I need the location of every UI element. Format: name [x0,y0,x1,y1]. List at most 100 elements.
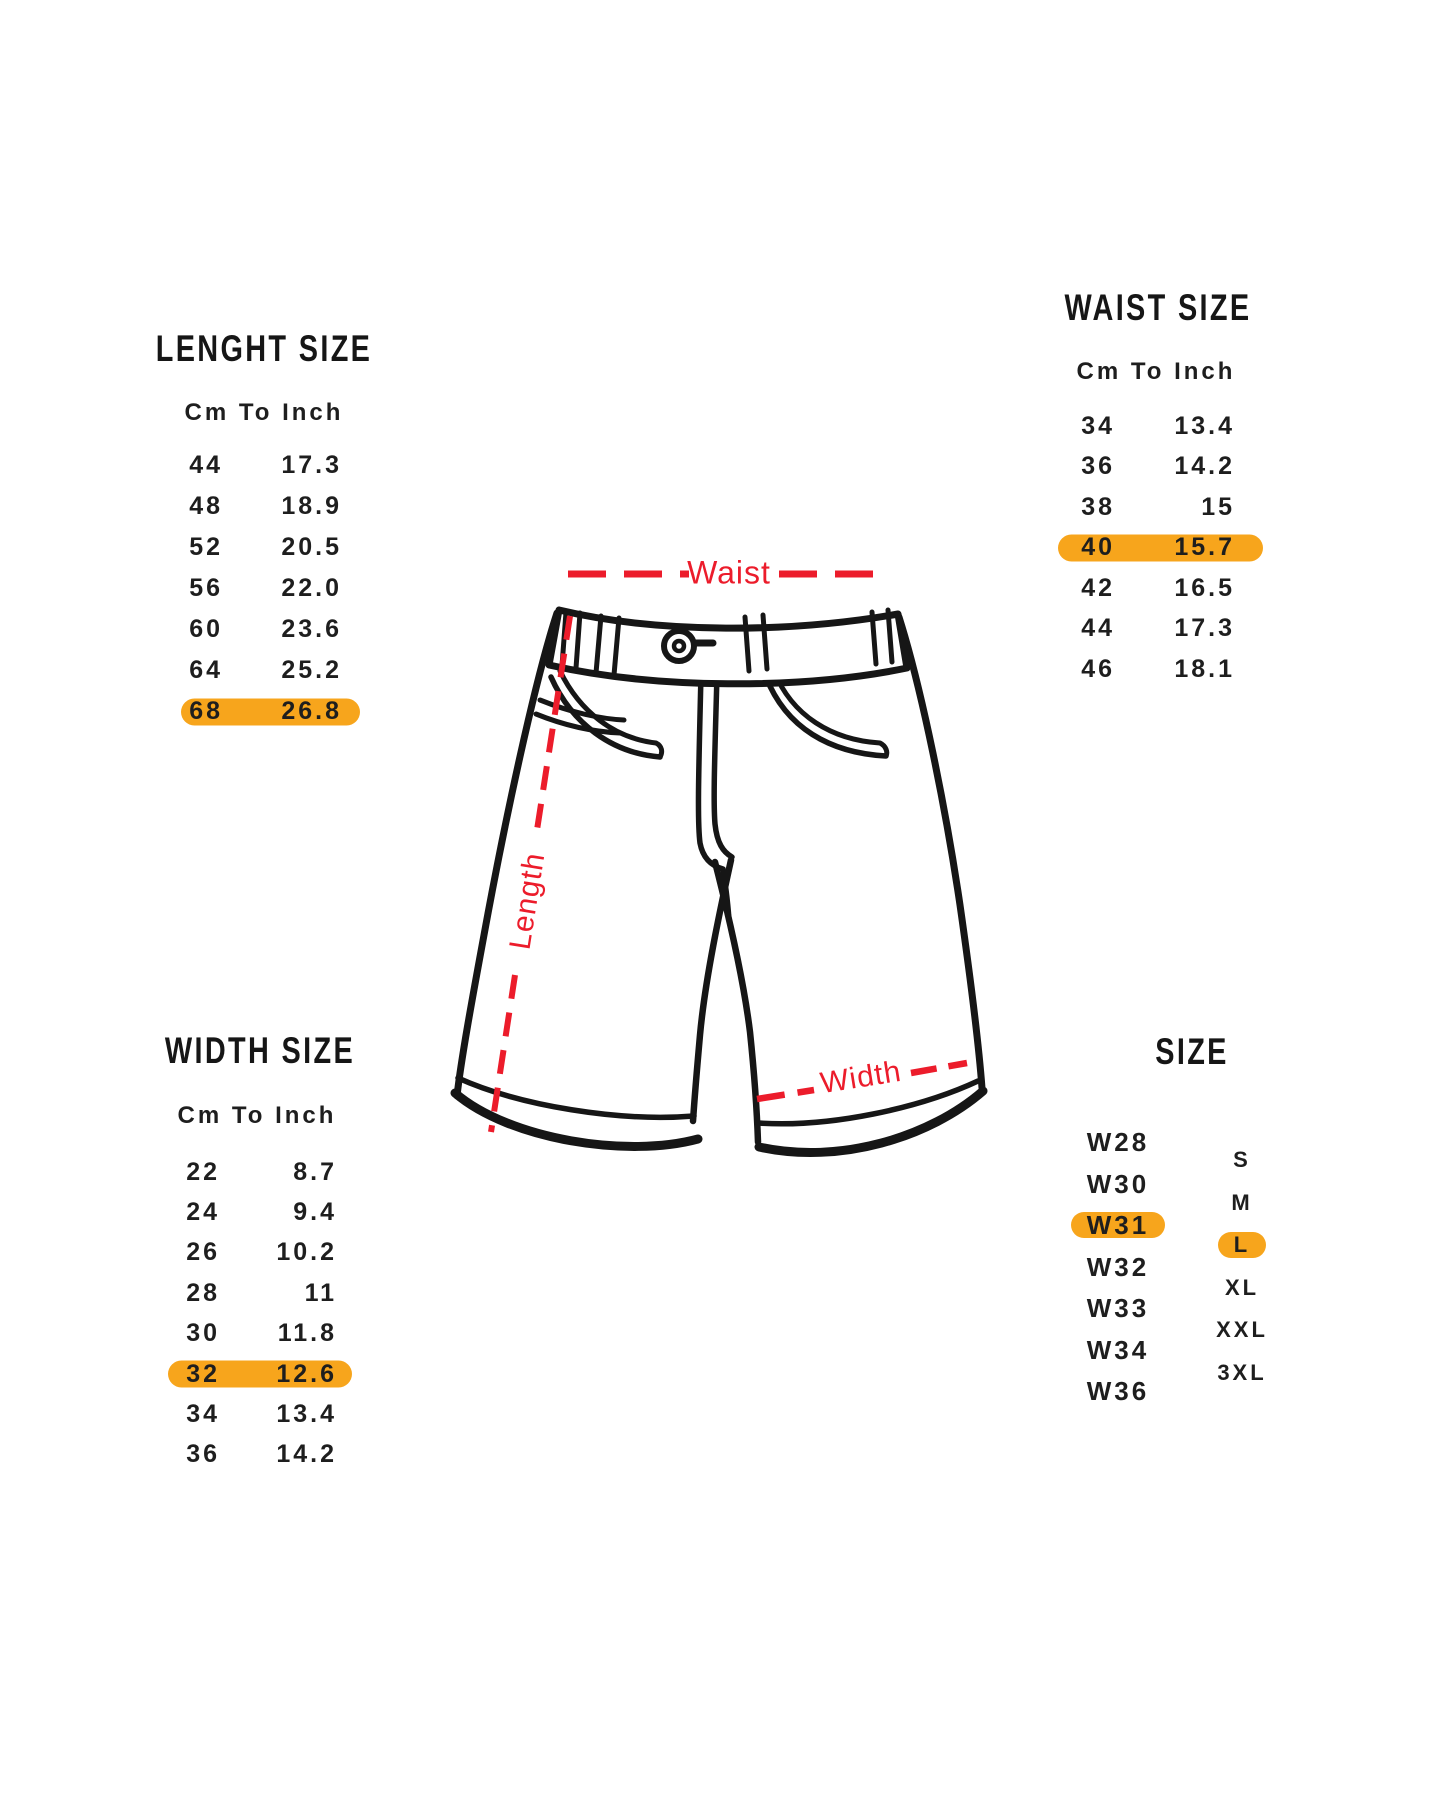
cm-value: 26 [186,1238,220,1267]
cm-value: 34 [186,1400,220,1429]
fly-seam [695,671,735,923]
letter-size-item: S [1233,1147,1251,1172]
table-row: 44 17.3 [148,445,342,486]
table-row: 30 11.8 [145,1314,337,1354]
inch-value: 26.8 [281,697,342,725]
w-size-item: W30 [1086,1168,1150,1199]
inch-value: 15.7 [1174,533,1235,562]
table-row: 42 16.5 [1040,568,1235,609]
w-size-item: W31 [1056,1205,1180,1247]
inch-value: 14.2 [276,1440,337,1469]
table-row: 34 13.4 [1040,406,1235,447]
table-row: 28 11 [145,1273,337,1313]
inch-value: 17.3 [281,451,342,479]
cm-value: 68 [189,697,223,725]
inch-value: 10.2 [276,1238,337,1267]
w-size-item: W32 [1086,1251,1150,1282]
width-rows: 22 8.7 24 9.4 26 10.2 28 11 30 11.8 32 12.6 34… [145,1152,352,1475]
table-row: 56 22.0 [148,568,342,609]
w-size-item: W28 [1086,1127,1150,1157]
inch-value: 15 [1201,492,1235,521]
waistband [545,606,911,688]
highlight-marker [1058,534,1263,562]
table-row: 32 12.6 [145,1354,352,1394]
inch-value: 9.4 [293,1198,337,1227]
length-size-title: LENGHT SIZE [155,328,373,369]
w-size-column: W28 W30 W31 W32 W33 W34 W36 [1056,1122,1180,1413]
cm-value: 36 [186,1440,220,1469]
cm-value: 52 [189,533,223,561]
table-row: 36 14.2 [1040,447,1235,488]
waist-rows: 34 13.4 36 14.2 38 15 40 15.7 42 16.5 44 17.3 … [1040,406,1263,690]
letter-size-item: L [1194,1224,1290,1267]
cm-value: 32 [186,1359,220,1388]
inch-value: 12.6 [276,1359,337,1388]
inch-value: 11 [304,1278,337,1307]
cm-value: 34 [1081,411,1115,440]
cm-value: 22 [186,1157,220,1186]
width-unit-header: Cm To Inch [177,1102,337,1129]
inch-value: 25.2 [281,656,342,684]
w-size-item: W34 [1086,1334,1150,1365]
length-unit-header: Cm To Inch [184,399,344,426]
cm-value: 30 [186,1319,220,1348]
table-row: 40 15.7 [1040,528,1263,569]
cm-value: 38 [1081,492,1115,521]
letter-size-column: S M L XL XXL 3XL [1194,1139,1290,1395]
hem-right [754,1078,988,1157]
cm-value: 60 [189,615,223,643]
inch-value: 18.9 [281,492,342,520]
inch-value: 20.5 [281,533,342,561]
shorts-outline [453,609,986,1100]
table-row: 52 20.5 [148,527,342,568]
cm-value: 44 [189,451,223,479]
inch-value: 16.5 [1174,573,1235,602]
width-measure-line [756,1059,968,1103]
table-row: 60 23.6 [148,609,342,650]
inch-value: 14.2 [1174,452,1235,481]
table-row: 34 13.4 [145,1394,337,1434]
letter-size-item: XL [1224,1274,1260,1300]
table-row: 24 9.4 [145,1192,337,1232]
waist-size-title: WAIST SIZE [1064,287,1252,328]
w-size-item: W36 [1086,1376,1150,1406]
highlight-marker [181,698,360,725]
waist-measure-label: Waist [687,554,771,591]
hem-left [450,1075,703,1151]
letter-size-item: XXL [1216,1317,1268,1343]
table-row: 46 18.1 [1040,649,1235,690]
inch-value: 11.8 [277,1319,337,1348]
shorts-diagram [450,570,988,1157]
table-row: 26 10.2 [145,1233,337,1273]
cm-value: 40 [1081,533,1115,562]
inch-value: 8.7 [293,1157,337,1186]
cm-value: 28 [186,1278,220,1307]
cm-value: 56 [189,574,223,602]
letter-size-item: 3XL [1217,1359,1267,1385]
length-rows: 44 17.3 48 18.9 52 20.5 56 22.0 60 23.6 64 25.… [148,445,360,732]
inch-value: 13.4 [276,1400,337,1429]
size-title: SIZE [1155,1031,1229,1072]
button [661,628,717,664]
cm-value: 24 [186,1198,220,1227]
table-row: 48 18.9 [148,486,342,527]
letter-size-item: M [1231,1189,1253,1215]
inch-value: 18.1 [1174,654,1235,683]
inch-value: 22.0 [281,574,342,602]
w-size-item: W33 [1086,1293,1150,1323]
inch-value: 17.3 [1174,614,1235,643]
cm-value: 44 [1081,614,1115,643]
cm-value: 42 [1081,573,1115,602]
cm-value: 64 [189,656,223,684]
cm-value: 36 [1081,452,1115,481]
cm-value: 46 [1081,654,1115,683]
inch-value: 23.6 [281,615,342,643]
highlight-marker [168,1360,352,1388]
table-row: 64 25.2 [148,650,342,691]
width-size-title: WIDTH SIZE [164,1030,356,1071]
cm-value: 48 [189,492,223,520]
length-measure-line [488,615,573,1133]
inch-value: 13.4 [1174,411,1235,440]
right-pocket [763,668,890,759]
